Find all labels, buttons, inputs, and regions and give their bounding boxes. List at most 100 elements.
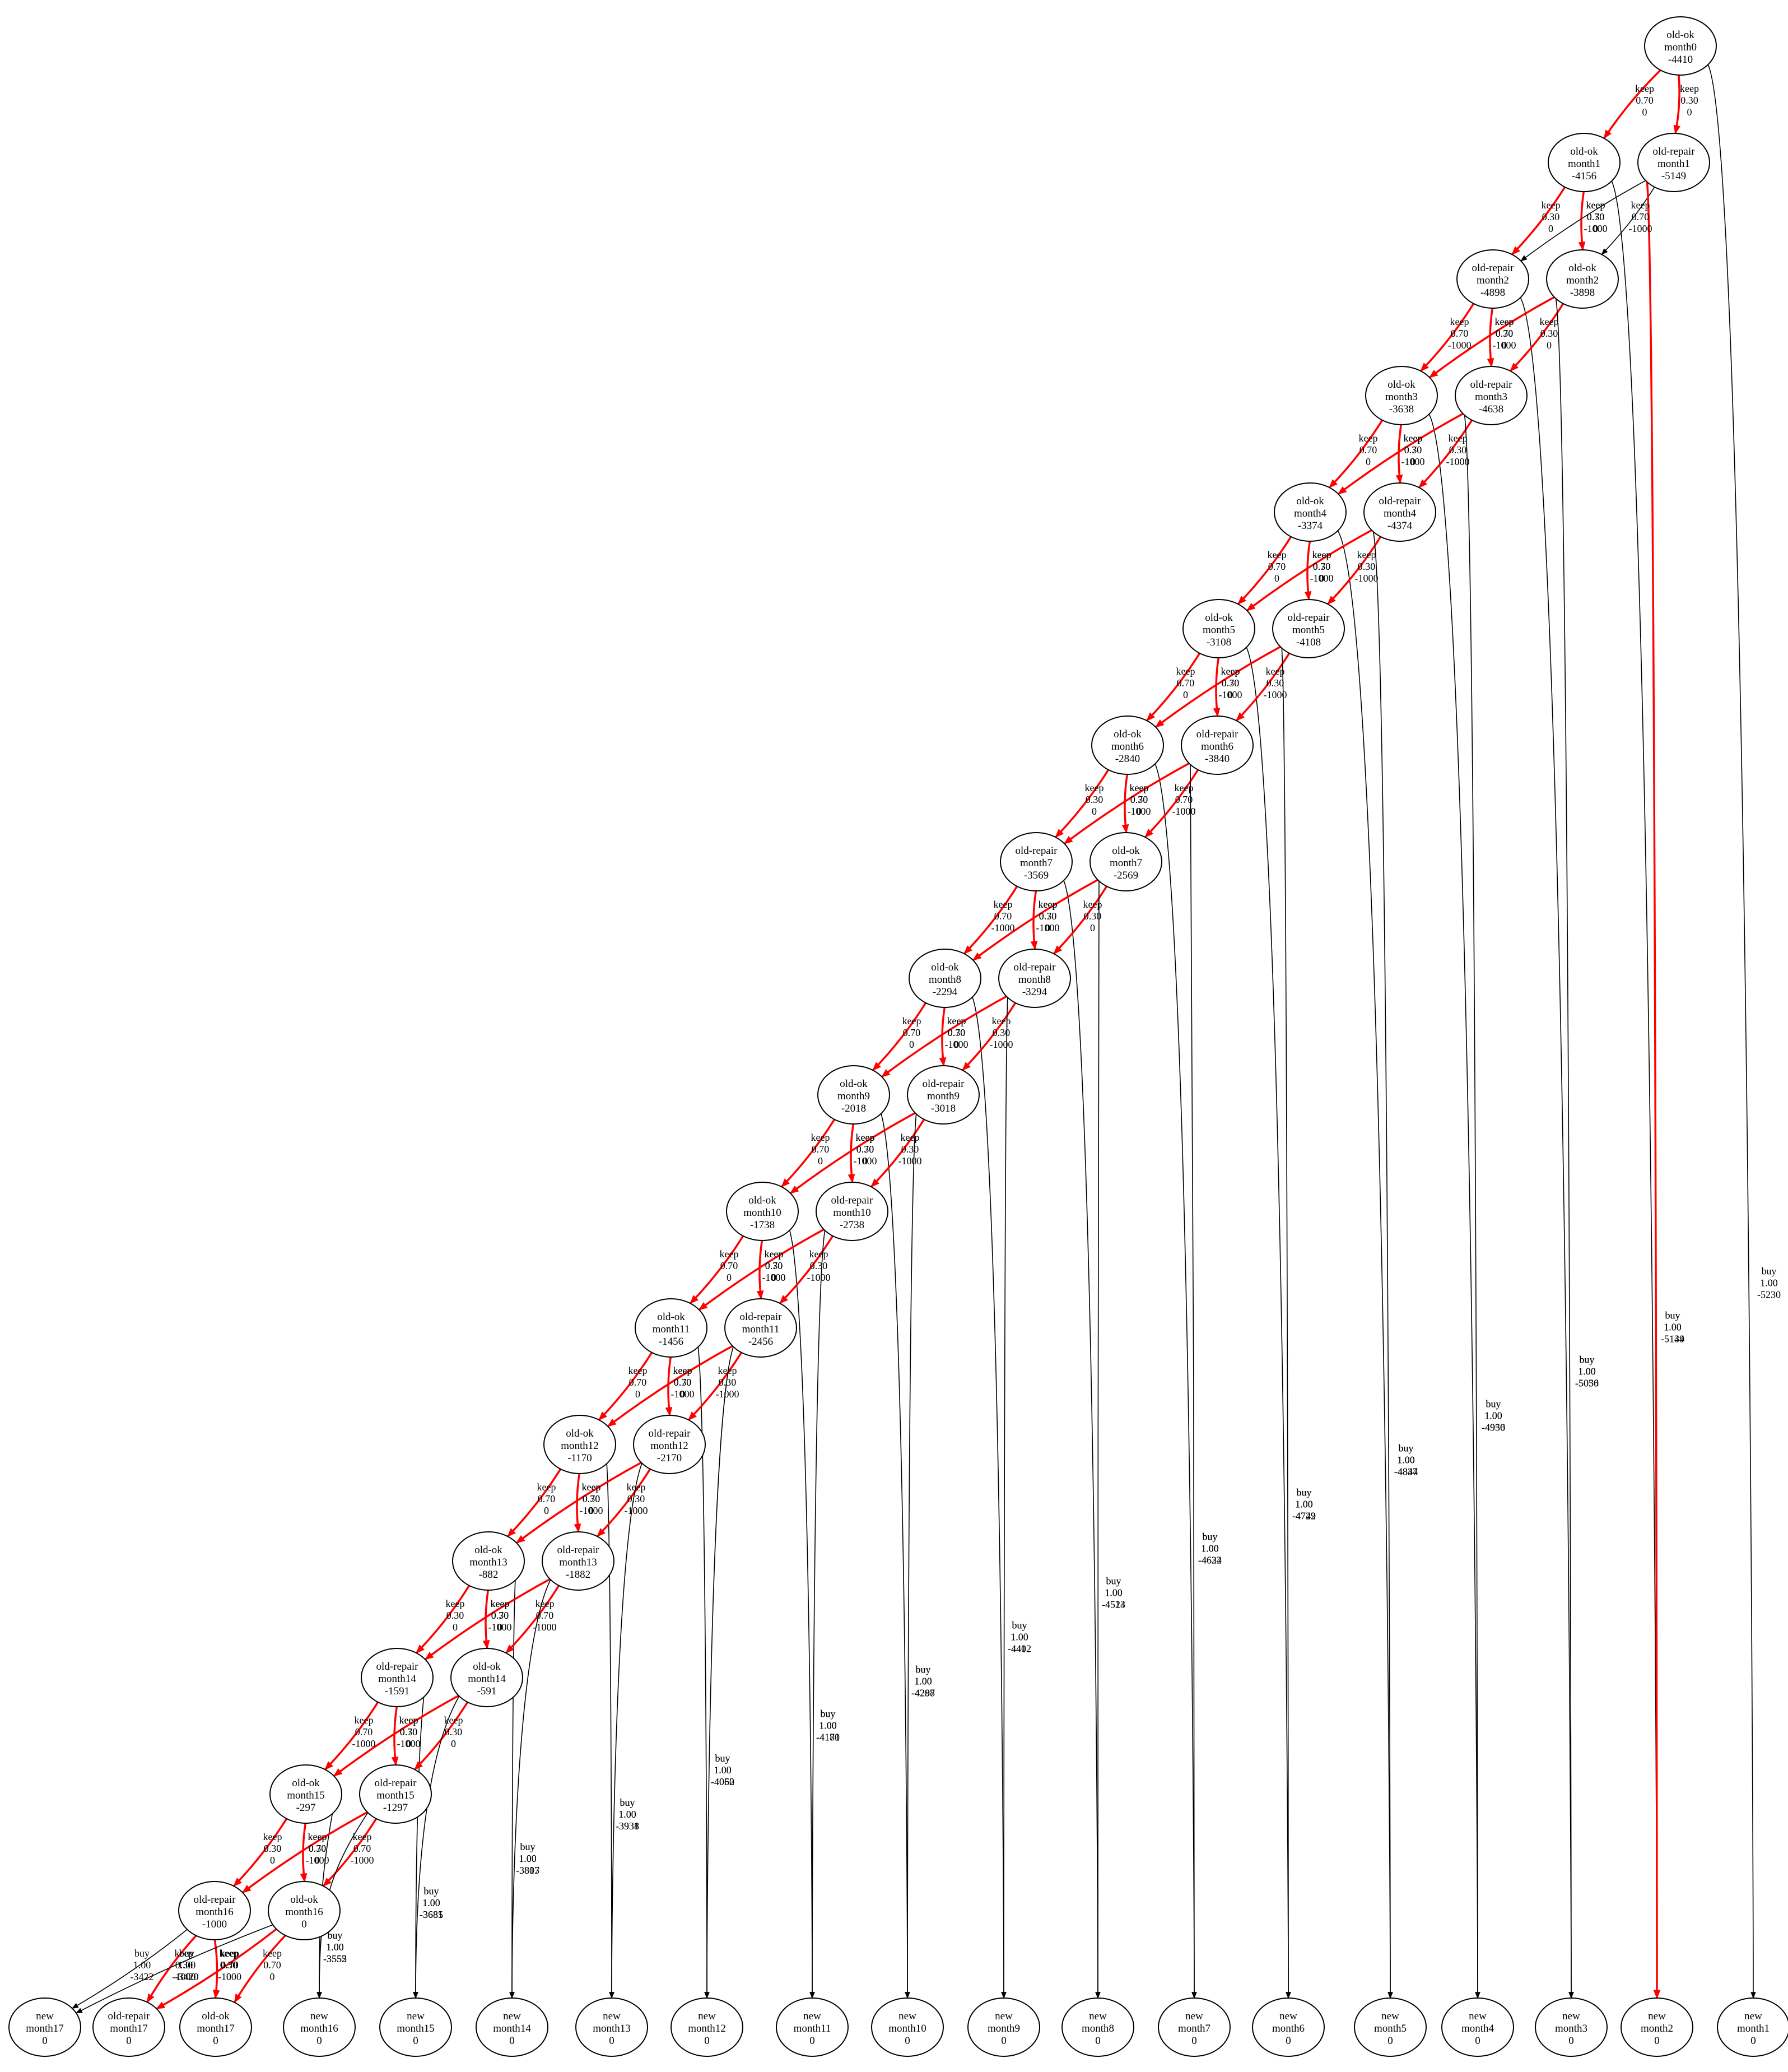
edge-label-m12_ok-to-n13: buy 1.00 -3931 — [616, 1797, 639, 1832]
edge-m6_ok-to-m7_rep — [1055, 769, 1110, 838]
edge-m8_rep-to-m9_rep — [962, 1002, 1017, 1071]
node-n16: new month16 0 — [283, 1997, 356, 2057]
node-ellipse — [1274, 482, 1347, 542]
node-m4_ok: old-ok month4 -3374 — [1274, 482, 1347, 542]
edge-m7_rep-to-n8 — [1063, 879, 1101, 1999]
node-label: old-ok month5 -3108 — [1203, 612, 1235, 648]
edge-m4_ok-to-m5_rep — [1304, 541, 1312, 601]
node-ellipse — [776, 1997, 849, 2057]
edge-m6_rep-to-m7_ok — [1144, 769, 1199, 838]
edge-label-m3_ok-to-n4: buy 1.00 -4936 — [1482, 1398, 1505, 1433]
edge-label-m13_ok-to-m14_ok: keep 0.70 0 — [491, 1598, 510, 1633]
node-label: old-ok month4 -3374 — [1294, 495, 1327, 532]
edge-m15_rep-to-m16_rep — [241, 1811, 368, 1894]
node-m8_ok: old-ok month8 -2294 — [909, 949, 981, 1008]
edge-m9_rep-to-m10_ok — [789, 1112, 916, 1195]
edge-label-m8_rep-to-m9_rep: keep 0.30 -1000 — [990, 1015, 1013, 1050]
edge-m13_ok-to-m14_ok — [482, 1590, 490, 1650]
node-n12: new month12 0 — [670, 1997, 743, 2057]
node-m10_ok: old-ok month10 -1738 — [726, 1182, 799, 1241]
edge-m5_ok-to-m6_ok — [1146, 652, 1201, 722]
edge-label-m1_ok-to-m2_ok: keep 0.70 0 — [1586, 199, 1605, 234]
node-ellipse — [379, 1997, 452, 2057]
node-ellipse — [1535, 1997, 1608, 2057]
node-m10_rep: old-repair month10 -2738 — [816, 1182, 888, 1241]
edge-label-m1_rep-to-m2_ok: keep 0.70 -1000 — [1629, 199, 1652, 234]
edge-m8_ok-to-m9_rep — [939, 1007, 947, 1067]
edge-label-m14_ok-to-m15_ok: keep 0.70 0 — [399, 1715, 418, 1749]
edge-label-m6_ok-to-m7_rep: keep 0.30 0 — [1085, 782, 1104, 817]
edge-m13_rep-to-m14_rep — [424, 1578, 551, 1661]
node-label: old-ok month0 -4410 — [1664, 29, 1697, 66]
node-m15_rep: old-repair month15 -1297 — [359, 1764, 432, 1824]
node-ellipse — [178, 1881, 251, 1940]
edge-m12_rep-to-n13 — [609, 1461, 643, 1999]
edge-label-m15_rep-to-m16_rep: keep 0.30 -1000 — [306, 1831, 329, 1866]
node-ellipse — [1365, 366, 1438, 425]
edge-m2_ok-to-n3 — [1555, 296, 1574, 1999]
node-label: old-repair month7 -3569 — [1016, 845, 1058, 881]
edge-m12_ok-to-m13_ok — [507, 1468, 562, 1537]
edge-m10_ok-to-n11 — [789, 1228, 815, 1999]
edge-label-m2_rep-to-n3: buy 1.00 -5050 — [1575, 1354, 1599, 1388]
edge-m16_ok-to-n17 — [75, 1924, 273, 2014]
node-label: old-ok month12 -1170 — [561, 1428, 599, 1464]
edge-m15_ok-to-m16_ok — [300, 1823, 308, 1883]
edge-label-m3_rep-to-m4_ok: keep 0.70 -1000 — [1401, 433, 1425, 467]
node-m15_ok: old-ok month15 -297 — [269, 1764, 342, 1824]
node-label: old-ok month17 0 — [197, 2010, 235, 2047]
edge-label-m5_ok-to-n6: buy 1.00 -4729 — [1292, 1487, 1316, 1522]
edge-m1_rep-to-m2_rep — [1520, 180, 1646, 262]
edge-m4_ok-to-m5_ok — [1237, 536, 1292, 605]
edge-label-m7_ok-to-n8: buy 1.00 -4513 — [1102, 1576, 1125, 1610]
edge-label-m7_rep-to-m8_ok: keep 0.70 -1000 — [991, 899, 1015, 933]
edge-label-m3_rep-to-m4_rep: keep 0.30 -1000 — [1446, 433, 1470, 467]
edge-m13_rep-to-m14_ok — [505, 1585, 560, 1654]
node-n5: new month5 0 — [1354, 1997, 1427, 2057]
edge-m16_rep-to-m17_ok — [212, 1939, 220, 1999]
edge-m7_ok-to-m8_rep — [1053, 885, 1108, 955]
edge-m3_rep-to-m4_rep — [1418, 419, 1473, 489]
edge-m15_rep-to-m16_ok — [323, 1818, 378, 1887]
node-ellipse — [1061, 1997, 1134, 2057]
node-m1_rep: old-repair month1 -5149 — [1637, 133, 1710, 192]
node-ellipse — [907, 1065, 980, 1125]
edge-m1_ok-to-m2_rep — [1511, 186, 1566, 255]
node-label: old-ok month8 -2294 — [929, 961, 961, 998]
edge-label-m15_ok-to-n16: buy 1.00 -3552 — [323, 1930, 347, 1964]
node-ellipse — [817, 1065, 890, 1125]
edge-label-m3_ok-to-m4_rep: keep 0.30 0 — [1404, 433, 1423, 467]
node-ellipse — [283, 1997, 356, 2057]
node-ellipse — [670, 1997, 743, 2057]
node-label: new month12 0 — [688, 2010, 726, 2047]
edge-label-m2_ok-to-m3_rep: keep 0.30 0 — [1540, 316, 1559, 351]
node-m16_ok: old-ok month16 0 — [268, 1881, 341, 1940]
edge-m11_rep-to-m12_rep — [688, 1351, 743, 1421]
node-label: old-ok month9 -2018 — [837, 1078, 870, 1114]
edge-label-m0_ok-to-m1_rep: keep 0.30 0 — [1680, 83, 1699, 118]
edge-label-m7_ok-to-m8_ok: keep 0.70 0 — [1039, 899, 1058, 933]
node-label: new month3 0 — [1555, 2010, 1587, 2047]
node-label: new month9 0 — [988, 2010, 1020, 2047]
edge-label-m2_ok-to-n3: buy 1.00 -5036 — [1575, 1354, 1599, 1388]
edge-m9_ok-to-m10_rep — [848, 1123, 855, 1183]
edge-label-m15_ok-to-m16_ok: keep 0.70 0 — [308, 1831, 327, 1866]
node-label: new month15 0 — [397, 2010, 435, 2047]
node-n6: new month6 0 — [1252, 1997, 1325, 2057]
edge-m12_rep-to-m13_rep — [597, 1468, 651, 1537]
edge-label-m10_rep-to-m11_ok: keep 0.70 -1000 — [762, 1248, 786, 1283]
node-m11_rep: old-repair month11 -2456 — [724, 1298, 797, 1358]
edge-m2_ok-to-m3_rep — [1510, 303, 1564, 372]
edge-label-m2_rep-to-m3_ok: keep 0.70 -1000 — [1448, 316, 1472, 351]
edge-m8_ok-to-n9 — [971, 995, 1007, 1999]
edge-label-m10_ok-to-m11_ok: keep 0.70 0 — [720, 1248, 739, 1283]
node-n4: new month4 0 — [1441, 1997, 1514, 2057]
edge-m10_rep-to-n11 — [809, 1229, 826, 1999]
edge-m11_ok-to-m12_rep — [665, 1356, 673, 1416]
node-m3_ok: old-ok month3 -3638 — [1365, 366, 1438, 425]
edge-label-m13_ok-to-n14: buy 1.00 -3807 — [516, 1841, 539, 1876]
edge-label-m4_ok-to-m5_ok: keep 0.70 0 — [1268, 549, 1287, 584]
node-ellipse — [633, 1415, 706, 1474]
